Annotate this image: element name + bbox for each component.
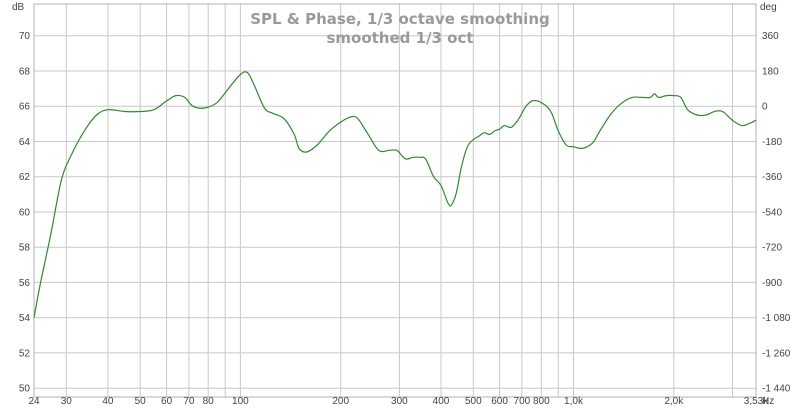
right-axis-tick-label: -900	[762, 278, 782, 289]
left-axis-tick-label: 70	[19, 31, 31, 42]
left-axis-tick-label: 64	[19, 137, 31, 148]
chart-title: SPL & Phase, 1/3 octave smoothing	[250, 10, 550, 28]
x-axis-tick-label: 300	[391, 396, 408, 407]
x-axis-tick-label: 600	[491, 396, 508, 407]
left-axis-unit: dB	[12, 2, 25, 13]
left-axis-tick-label: 50	[19, 384, 31, 395]
right-axis-unit: deg	[760, 2, 777, 13]
chart-subtitle: smoothed 1/3 oct	[326, 29, 473, 47]
right-axis-tick-label: -1 080	[762, 313, 791, 324]
x-axis-tick-label: 24	[28, 396, 40, 407]
left-axis-tick-label: 60	[19, 208, 31, 219]
x-axis-tick-label: 100	[232, 396, 249, 407]
right-axis-tick-label: 360	[762, 31, 779, 42]
right-axis-tick-label: -720	[762, 243, 782, 254]
left-axis-tick-label: 62	[19, 172, 31, 183]
grid-lines	[33, 4, 757, 397]
x-axis-tick-label: 30	[61, 396, 73, 407]
x-axis-tick-label: 800	[533, 396, 550, 407]
left-axis-tick-label: 66	[19, 102, 31, 113]
x-axis-tick-label: 700	[514, 396, 531, 407]
left-axis-tick-label: 54	[19, 313, 31, 324]
right-axis-tick-label: -180	[762, 137, 782, 148]
x-axis-tick-label: 1,0k	[564, 396, 584, 407]
right-axis-tick-label: -540	[762, 208, 782, 219]
right-axis-tick-label: 0	[762, 102, 768, 113]
x-axis-tick-label: 500	[465, 396, 482, 407]
x-axis-unit: Hz	[762, 396, 774, 407]
left-axis-tick-label: 52	[19, 348, 31, 359]
left-axis-tick-label: 56	[19, 278, 31, 289]
plot-frame	[33, 3, 757, 398]
x-axis-tick-label: 50	[135, 396, 147, 407]
x-axis-tick-label: 40	[102, 396, 114, 407]
right-axis-tick-label: -1 260	[762, 348, 791, 359]
x-axis-ticks: 24 30 40 50 60 70 80 100 200 300 400 500 600 700 800 1,…	[28, 396, 769, 407]
left-axis-tick-label: 68	[19, 67, 31, 78]
x-axis-tick-label: 200	[332, 396, 349, 407]
x-axis-tick-label: 400	[433, 396, 450, 407]
left-axis-ticks: 50 52 54 56 58 60 62 64 66 68 70	[19, 31, 31, 395]
x-axis-tick-label: 2,0k	[664, 396, 684, 407]
right-axis-ticks: 360 180 0 -180 -360 -540 -720 -900 -1 080 -1 260 -…	[762, 31, 791, 395]
right-axis-tick-label: -1 440	[762, 384, 791, 395]
left-axis-tick-label: 58	[19, 243, 31, 254]
x-axis-tick-label: 60	[161, 396, 173, 407]
right-axis-tick-label: -360	[762, 172, 782, 183]
plot-background	[34, 4, 756, 397]
x-axis-tick-label: 70	[183, 396, 195, 407]
right-axis-tick-label: 180	[762, 67, 779, 78]
spl-curve	[33, 71, 757, 318]
x-axis-tick-label: 3,53k	[744, 396, 769, 407]
x-axis-tick-label: 80	[203, 396, 215, 407]
